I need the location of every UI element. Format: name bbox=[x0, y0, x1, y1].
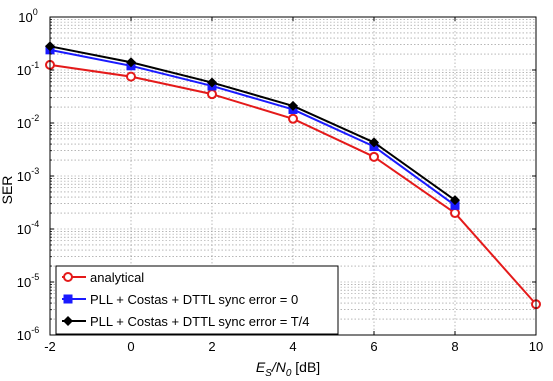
y-tick-label-exponent: 0 bbox=[33, 7, 38, 17]
x-axis-label-sub-0: 0 bbox=[286, 368, 292, 379]
x-tick-label: 6 bbox=[370, 339, 377, 354]
legend-marker-circle-icon bbox=[63, 272, 73, 282]
data-point bbox=[126, 71, 136, 82]
y-tick-label-exponent: -1 bbox=[31, 60, 39, 70]
x-tick-label: -2 bbox=[44, 339, 56, 354]
y-tick-label-exponent: -5 bbox=[31, 272, 39, 282]
x-tick-label: 10 bbox=[529, 339, 543, 354]
y-tick-label-base: 10 bbox=[17, 222, 31, 237]
y-tick-label-base: 10 bbox=[18, 10, 32, 25]
data-point bbox=[288, 113, 298, 124]
y-tick-label: 10-6 bbox=[17, 325, 39, 343]
y-tick-label-exponent: -2 bbox=[31, 113, 39, 123]
y-axis-label: SER bbox=[0, 176, 15, 205]
y-tick-label-exponent: -4 bbox=[31, 219, 39, 229]
x-axis-label: ES/N0 [dB] bbox=[256, 359, 320, 379]
data-point bbox=[369, 137, 379, 148]
legend-label-analytical: analytical bbox=[90, 270, 144, 285]
y-tick-label: 100 bbox=[18, 7, 37, 25]
series-group bbox=[45, 41, 541, 310]
series-line bbox=[49, 48, 456, 207]
y-tick-label: 10-4 bbox=[17, 219, 39, 237]
y-tick-label-base: 10 bbox=[17, 63, 31, 78]
data-point bbox=[288, 100, 298, 111]
legend-entry-analytical: analytical bbox=[62, 270, 144, 285]
legend: analytical PLL + Costas + DTTL sync erro… bbox=[55, 265, 339, 335]
legend-marker-square-icon bbox=[63, 294, 73, 304]
legend-label-sync-error-t4: PLL + Costas + DTTL sync error = T/4 bbox=[90, 314, 310, 329]
y-tick-label: 10-2 bbox=[17, 113, 39, 131]
y-tick-label-base: 10 bbox=[17, 169, 31, 184]
series-line bbox=[49, 45, 456, 201]
data-point bbox=[450, 195, 460, 206]
x-tick-label: 2 bbox=[208, 339, 215, 354]
y-tick-label: 10-5 bbox=[17, 272, 39, 290]
data-point bbox=[369, 151, 379, 162]
legend-entry-sync-error-t4: PLL + Costas + DTTL sync error = T/4 bbox=[62, 314, 310, 329]
y-tick-label: 10-1 bbox=[17, 60, 39, 78]
y-tick-label-base: 10 bbox=[17, 328, 31, 343]
legend-box bbox=[55, 265, 339, 335]
y-tick-label: 10-3 bbox=[17, 166, 39, 184]
x-axis-label-unit: [dB] bbox=[291, 359, 320, 375]
x-axis-label-n: /N bbox=[271, 359, 287, 375]
y-tick-label-exponent: -6 bbox=[31, 325, 39, 335]
x-axis-label-sub-s: S bbox=[265, 368, 272, 379]
y-tick-label-base: 10 bbox=[17, 116, 31, 131]
y-tick-label-exponent: -3 bbox=[31, 166, 39, 176]
legend-label-sync-error-0: PLL + Costas + DTTL sync error = 0 bbox=[90, 292, 298, 307]
x-tick-label: 8 bbox=[451, 339, 458, 354]
y-tick-label-base: 10 bbox=[17, 275, 31, 290]
x-axis-label-e: E bbox=[256, 359, 266, 375]
data-point bbox=[207, 77, 217, 88]
data-point bbox=[126, 57, 136, 68]
series-2 bbox=[45, 41, 460, 206]
legend-entry-sync-error-0: PLL + Costas + DTTL sync error = 0 bbox=[62, 292, 298, 307]
x-tick-label: 0 bbox=[127, 339, 134, 354]
data-point bbox=[207, 89, 217, 100]
data-point bbox=[450, 208, 460, 219]
legend-marker-diamond-icon bbox=[63, 316, 73, 326]
x-tick-label: 4 bbox=[289, 339, 296, 354]
